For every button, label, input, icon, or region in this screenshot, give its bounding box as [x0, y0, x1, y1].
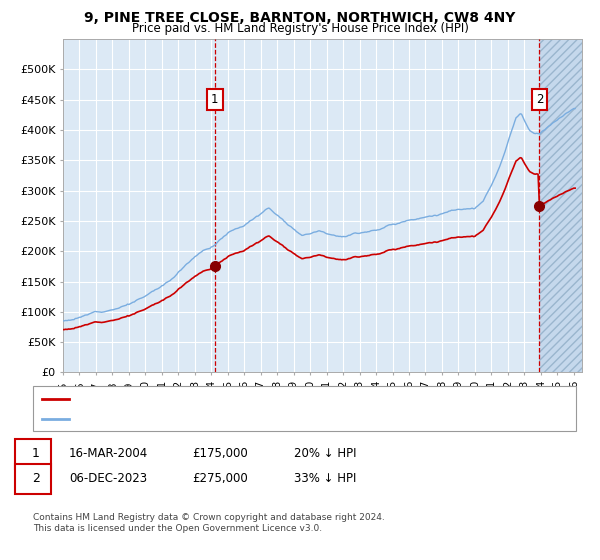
Text: 33% ↓ HPI: 33% ↓ HPI — [294, 472, 356, 486]
Text: 2: 2 — [536, 94, 543, 106]
Text: 20% ↓ HPI: 20% ↓ HPI — [294, 447, 356, 460]
Text: Price paid vs. HM Land Registry's House Price Index (HPI): Price paid vs. HM Land Registry's House … — [131, 22, 469, 35]
Text: 9, PINE TREE CLOSE, BARNTON, NORTHWICH, CW8 4NY: 9, PINE TREE CLOSE, BARNTON, NORTHWICH, … — [85, 11, 515, 25]
Text: 16-MAR-2004: 16-MAR-2004 — [69, 447, 148, 460]
Text: 1: 1 — [211, 94, 218, 106]
Text: 1: 1 — [32, 447, 40, 460]
Text: 9, PINE TREE CLOSE, BARNTON, NORTHWICH, CW8 4NY (detached house): 9, PINE TREE CLOSE, BARNTON, NORTHWICH, … — [74, 394, 457, 404]
Text: HPI: Average price, detached house, Cheshire West and Chester: HPI: Average price, detached house, Ches… — [74, 414, 409, 424]
Text: This data is licensed under the Open Government Licence v3.0.: This data is licensed under the Open Gov… — [33, 524, 322, 533]
Text: £175,000: £175,000 — [192, 447, 248, 460]
Text: 2: 2 — [32, 472, 40, 486]
Text: 06-DEC-2023: 06-DEC-2023 — [69, 472, 147, 486]
Text: Contains HM Land Registry data © Crown copyright and database right 2024.: Contains HM Land Registry data © Crown c… — [33, 513, 385, 522]
Text: £275,000: £275,000 — [192, 472, 248, 486]
Bar — [539, 39, 582, 372]
